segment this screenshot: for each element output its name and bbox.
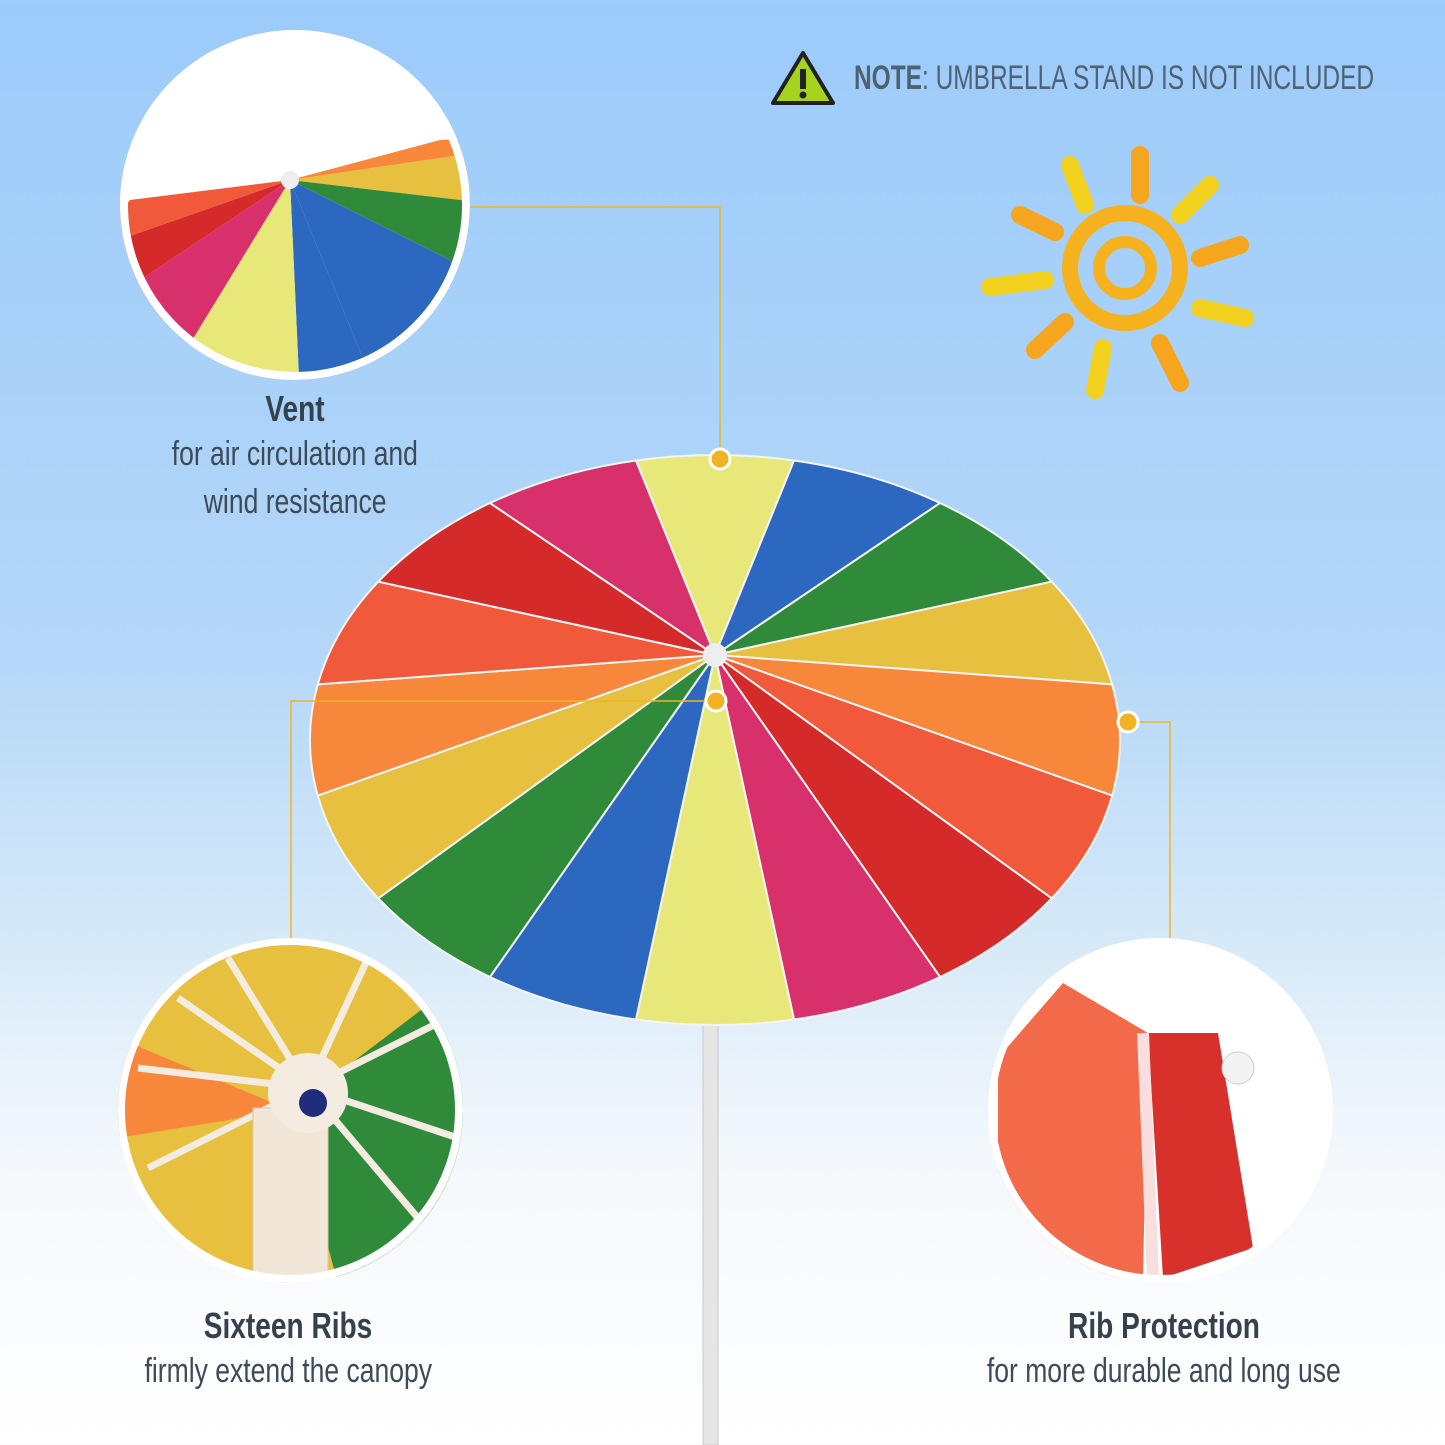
feature-rib-protection: Rib Protection for more durable and long… xyxy=(914,1305,1414,1395)
feature-desc: for air circulation and xyxy=(171,435,419,473)
warning-icon xyxy=(771,51,835,105)
canopy-panel xyxy=(712,459,943,658)
canopy-panel xyxy=(714,654,1054,979)
umbrella-canopy xyxy=(309,453,1122,1026)
canopy-panel xyxy=(714,580,1114,686)
note-banner: NOTE: UMBRELLA STAND IS NOT INCLUDED xyxy=(770,48,1445,108)
callout-dot-ribs xyxy=(704,689,728,713)
feature-vent: Vent for air circulation and wind resist… xyxy=(45,388,545,526)
feature-ribs: Sixteen Ribs firmly extend the canopy xyxy=(38,1305,538,1395)
feature-desc: firmly extend the canopy xyxy=(144,1352,432,1390)
sun-icon xyxy=(981,146,1254,399)
feature-title: Vent xyxy=(265,388,325,429)
canopy-panel xyxy=(316,654,716,900)
note-text: NOTE: UMBRELLA STAND IS NOT INCLUDED xyxy=(854,58,1375,97)
ribs-detail-image xyxy=(118,938,463,1283)
callout-dot-vent xyxy=(708,447,732,471)
rib-protection-detail-image xyxy=(988,938,1333,1283)
canopy-panel xyxy=(316,580,716,686)
canopy-panel xyxy=(714,501,1054,656)
canopy-panel xyxy=(309,654,716,797)
feature-title: Rib Protection xyxy=(1068,1305,1260,1346)
vent-detail-image xyxy=(120,30,470,380)
leader-lines xyxy=(290,206,1171,940)
feature-desc: for more durable and long use xyxy=(987,1352,1341,1390)
canopy-panel xyxy=(488,654,716,1021)
feature-desc: wind resistance xyxy=(203,483,387,521)
canopy-panel xyxy=(376,654,716,979)
feature-title: Sixteen Ribs xyxy=(203,1305,373,1346)
canopy-panel xyxy=(376,501,716,656)
canopy-hub xyxy=(703,643,727,667)
canopy-panel xyxy=(714,654,1114,900)
canopy-panel xyxy=(634,654,796,1026)
callout-dot-rib-protection xyxy=(1116,710,1140,734)
canopy-panel xyxy=(714,654,942,1021)
canopy-panel xyxy=(487,459,718,658)
